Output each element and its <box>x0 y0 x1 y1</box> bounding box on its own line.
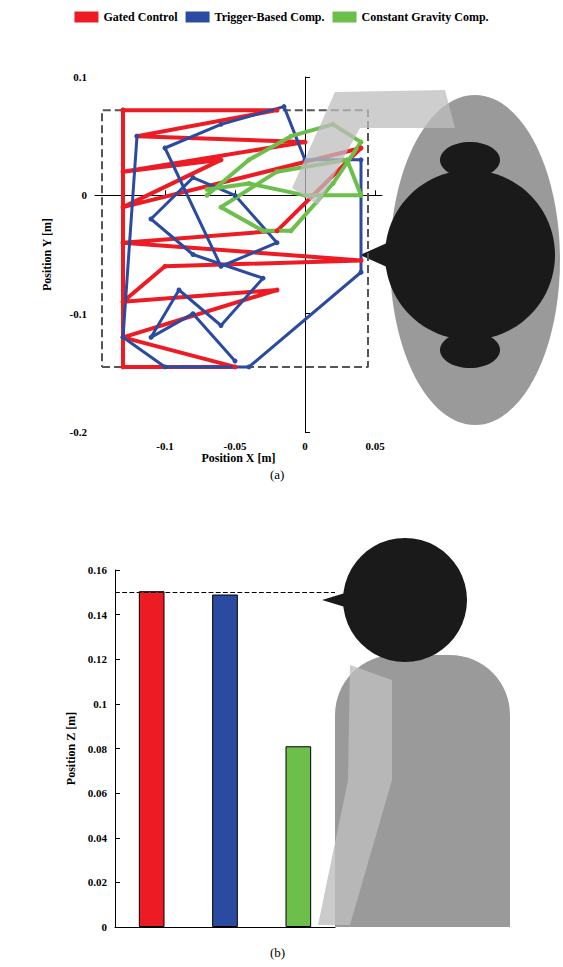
svg-text:0.1: 0.1 <box>93 698 107 710</box>
svg-text:0: 0 <box>102 921 108 933</box>
svg-text:-0.2: -0.2 <box>70 426 88 438</box>
svg-text:0: 0 <box>82 189 88 201</box>
svg-text:0.04: 0.04 <box>88 832 108 844</box>
svg-text:-0.1: -0.1 <box>156 440 173 452</box>
svg-text:0.1: 0.1 <box>73 71 87 83</box>
svg-text:(b): (b) <box>270 945 285 960</box>
svg-text:(a): (a) <box>270 467 284 482</box>
svg-text:0.12: 0.12 <box>88 653 108 665</box>
svg-text:Gated Control: Gated Control <box>103 10 178 24</box>
svg-text:Position Z [m]: Position Z [m] <box>64 712 78 785</box>
svg-text:0.06: 0.06 <box>88 787 108 799</box>
svg-text:Position X [m]: Position X [m] <box>202 451 276 465</box>
svg-text:0.05: 0.05 <box>365 440 385 452</box>
svg-text:0.02: 0.02 <box>88 876 108 888</box>
svg-text:0: 0 <box>302 440 308 452</box>
svg-text:Position Y [m]: Position Y [m] <box>40 218 54 291</box>
svg-text:-0.1: -0.1 <box>70 308 87 320</box>
svg-text:0.08: 0.08 <box>88 743 108 755</box>
svg-text:0.14: 0.14 <box>88 609 108 621</box>
svg-text:0.16: 0.16 <box>88 564 108 576</box>
svg-text:Trigger-Based Comp.: Trigger-Based Comp. <box>215 10 325 24</box>
svg-text:-0.05: -0.05 <box>224 440 247 452</box>
svg-text:Constant Gravity Comp.: Constant Gravity Comp. <box>362 10 489 24</box>
